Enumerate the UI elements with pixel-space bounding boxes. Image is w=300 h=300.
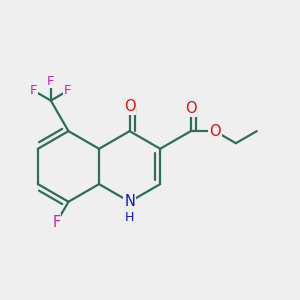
Text: F: F [64,84,71,97]
Text: O: O [209,124,221,139]
Text: H: H [125,211,134,224]
Text: F: F [47,74,55,88]
Text: F: F [30,84,38,97]
Text: N: N [124,194,135,209]
Text: O: O [185,101,196,116]
Text: O: O [124,100,135,115]
Text: F: F [52,215,61,230]
